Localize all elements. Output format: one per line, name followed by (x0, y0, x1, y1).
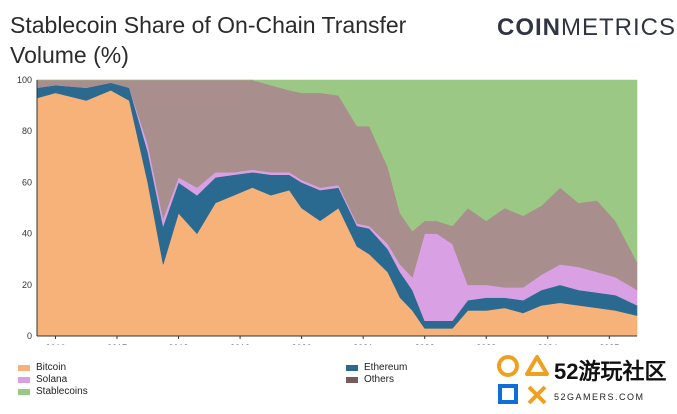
legend-solana: Solana (18, 374, 67, 385)
y-tick-label: 20 (22, 280, 32, 290)
legend-label-others: Others (364, 374, 395, 385)
y-tick-label: 80 (22, 126, 32, 136)
x-tick-label: 2022 (415, 343, 435, 345)
x-tick-label: 2020 (292, 343, 312, 345)
legend-label-solana: Solana (36, 374, 68, 385)
y-tick-label: 100 (17, 75, 32, 85)
logo-bold-text: COIN (497, 14, 561, 41)
x-tick-label: 2021 (353, 343, 373, 345)
legend-swatch-ethereum (346, 364, 358, 371)
legend-swatch-solana (18, 376, 30, 383)
y-tick-label: 40 (22, 229, 32, 239)
x-tick-label: 2019 (230, 343, 250, 345)
watermark-text: 52游玩社区 (554, 359, 667, 384)
watermark-52gamers: 52游玩社区 52GAMERS.COM (492, 348, 677, 414)
legend-ethereum: Ethereum (346, 362, 407, 373)
y-tick-label: 60 (22, 177, 32, 187)
x-tick-label: 2017 (107, 343, 127, 345)
stacked-area-chart: 0 20 40 60 80 100 2016 2017 2018 2019 2020 2021 2022… (17, 75, 638, 345)
legend-label-ethereum: Ethereum (364, 362, 408, 373)
watermark-url: 52GAMERS.COM (554, 392, 645, 402)
area-stablecoins (37, 79, 638, 262)
coinmetrics-logo: COINMETRICS (497, 14, 676, 42)
legend-bitcoin: Bitcoin (18, 362, 66, 373)
gamepad-symbols-icon (497, 355, 549, 405)
legend-others: Others (346, 374, 394, 385)
x-tick-label: 2024 (538, 343, 558, 345)
logo-light-text: METRICS (561, 14, 676, 41)
legend-stablecoins: Stablecoins (18, 386, 88, 397)
x-tick-label: 2016 (45, 343, 65, 345)
legend-label-stablecoins: Stablecoins (36, 386, 88, 397)
legend-swatch-bitcoin (18, 364, 30, 371)
chart-title: Stablecoin Share of On-Chain Transfer Vo… (10, 12, 407, 68)
legend-swatch-stablecoins (18, 388, 30, 395)
x-tick-label: 2025 (599, 343, 619, 345)
legend-label-bitcoin: Bitcoin (36, 362, 67, 373)
legend-swatch-others (346, 376, 358, 383)
x-tick-label: 2023 (476, 343, 496, 345)
y-tick-label: 0 (27, 331, 32, 341)
x-tick-label: 2018 (169, 343, 189, 345)
